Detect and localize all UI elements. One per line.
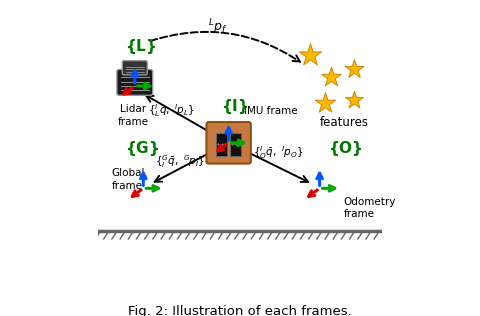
Text: $\{^I_O\bar{q},\ ^Ip_O\}$: $\{^I_O\bar{q},\ ^Ip_O\}$: [253, 144, 304, 161]
Text: $^Lp_f$: $^Lp_f$: [207, 18, 227, 38]
Text: Odometry
frame: Odometry frame: [344, 197, 396, 219]
Text: IMU frame: IMU frame: [244, 106, 298, 116]
Text: Global
frame: Global frame: [111, 168, 144, 191]
Text: Lidar
frame: Lidar frame: [118, 104, 149, 127]
Text: $\mathbf{\{I\}}$: $\mathbf{\{I\}}$: [220, 97, 248, 116]
Point: [350, 98, 358, 103]
Point: [322, 100, 329, 106]
FancyArrowPatch shape: [150, 32, 300, 62]
FancyBboxPatch shape: [122, 61, 147, 75]
FancyBboxPatch shape: [230, 144, 241, 156]
Text: features: features: [319, 116, 368, 129]
FancyBboxPatch shape: [216, 133, 227, 144]
Text: $\{^I_L\bar{q},\ ^Ip_L\}$: $\{^I_L\bar{q},\ ^Ip_L\}$: [148, 102, 195, 118]
FancyBboxPatch shape: [230, 133, 241, 144]
Text: Fig. 2: Illustration of each frames.: Fig. 2: Illustration of each frames.: [128, 305, 352, 316]
FancyBboxPatch shape: [117, 70, 153, 95]
Text: $\mathbf{\{G\}}$: $\mathbf{\{G\}}$: [125, 139, 159, 159]
Text: $\mathbf{\{O\}}$: $\mathbf{\{O\}}$: [328, 139, 362, 159]
Text: $\{^G_I\bar{q},\ ^Gp_I\}$: $\{^G_I\bar{q},\ ^Gp_I\}$: [155, 153, 205, 170]
Point: [306, 52, 313, 57]
FancyBboxPatch shape: [216, 144, 227, 156]
Text: $\mathbf{\{L\}}$: $\mathbf{\{L\}}$: [125, 37, 156, 56]
Point: [350, 66, 358, 71]
Point: [327, 75, 335, 80]
FancyBboxPatch shape: [206, 122, 251, 164]
